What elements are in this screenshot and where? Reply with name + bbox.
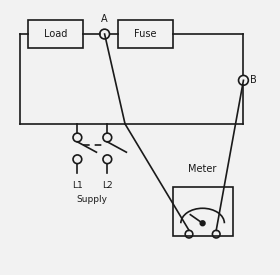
Text: B: B [250,75,257,85]
Text: A: A [101,14,108,24]
Circle shape [200,221,205,226]
Text: Supply: Supply [77,195,108,204]
Text: L1: L1 [72,181,83,190]
Bar [118,20,173,48]
Text: Load: Load [44,29,67,39]
Text: L2: L2 [102,181,113,190]
Text: Fuse: Fuse [134,29,157,39]
Bar [28,20,83,48]
Text: Meter: Meter [188,164,217,174]
Bar [173,186,233,235]
